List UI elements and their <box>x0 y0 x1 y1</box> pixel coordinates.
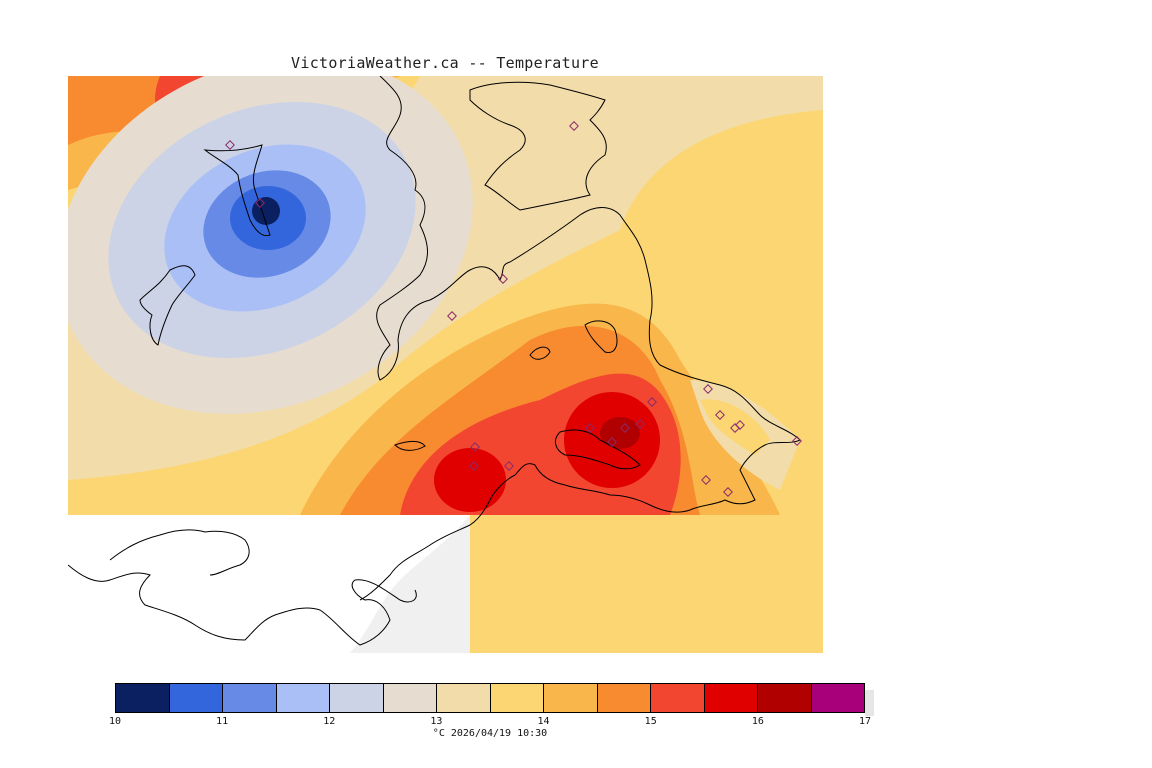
station-marker <box>255 198 265 208</box>
legend-tick-label: 12 <box>323 716 336 727</box>
map-title: VictoriaWeather.ca -- Temperature <box>291 54 599 72</box>
legend-tick-label: 10 <box>108 716 122 727</box>
legend-tick-label: 15 <box>644 716 657 727</box>
station-marker <box>569 121 579 131</box>
legend-swatch <box>169 684 223 712</box>
temperature-legend <box>115 683 865 713</box>
legend-swatch <box>490 684 544 712</box>
station-marker <box>498 274 508 284</box>
station-marker <box>723 487 733 497</box>
legend-swatch <box>116 684 170 712</box>
temperature-field <box>68 76 823 653</box>
station-marker <box>635 419 645 429</box>
legend-swatch <box>704 684 758 712</box>
legend-swatch <box>651 684 705 712</box>
legend-swatch <box>223 684 277 712</box>
weather-stations <box>225 121 802 497</box>
legend-caption: °C 2026/04/19 10:30 <box>432 728 548 739</box>
outside-analysis-area <box>68 515 470 653</box>
station-marker <box>735 420 745 430</box>
legend-tick-label: 11 <box>216 716 229 727</box>
legend-swatch <box>330 684 384 712</box>
station-marker <box>607 437 617 447</box>
legend-swatch <box>276 684 330 712</box>
temperature-contour-map <box>68 76 823 653</box>
legend-swatch <box>437 684 491 712</box>
legend-tick-label: 16 <box>751 716 764 727</box>
station-marker <box>703 384 713 394</box>
station-marker <box>504 461 514 471</box>
station-marker <box>470 442 480 452</box>
legend-swatch <box>544 684 598 712</box>
legend-tick-label: 13 <box>430 716 443 727</box>
legend-swatch <box>811 684 864 712</box>
legend-tick-label: 14 <box>537 716 550 727</box>
legend-swatch <box>597 684 651 712</box>
coastline <box>68 76 801 646</box>
station-marker <box>469 461 479 471</box>
station-marker <box>447 311 457 321</box>
temperature-map <box>68 76 823 653</box>
station-marker <box>792 436 802 446</box>
station-marker <box>701 475 711 485</box>
legend-shadow <box>865 690 874 716</box>
station-marker <box>225 140 235 150</box>
legend-swatch <box>758 684 812 712</box>
legend-swatch <box>383 684 437 712</box>
legend-tick-label: 17 <box>858 716 872 727</box>
station-marker <box>647 397 657 407</box>
station-marker <box>585 423 595 433</box>
station-marker <box>620 423 630 433</box>
station-marker <box>715 410 725 420</box>
